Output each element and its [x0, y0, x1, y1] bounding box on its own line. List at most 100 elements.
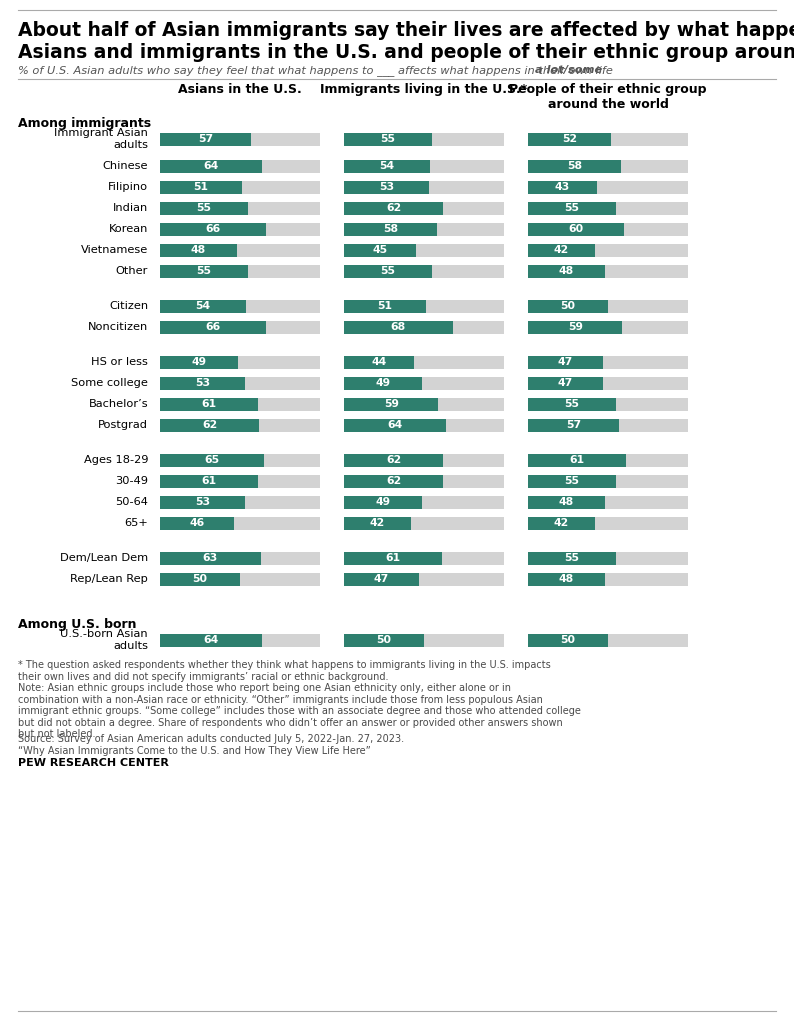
Bar	[160, 222, 266, 235]
Text: 61: 61	[201, 476, 216, 486]
Text: 55: 55	[196, 203, 211, 213]
Bar	[344, 398, 504, 410]
Bar	[160, 573, 240, 585]
Bar	[528, 356, 688, 368]
Bar	[528, 222, 624, 235]
Bar	[344, 376, 422, 390]
Bar	[160, 453, 320, 466]
Bar	[160, 356, 238, 368]
Text: Some college: Some college	[71, 379, 148, 388]
Text: Asians in the U.S.: Asians in the U.S.	[178, 83, 302, 96]
Bar	[528, 320, 622, 333]
Bar	[160, 300, 246, 312]
Text: 55: 55	[565, 399, 580, 409]
Bar	[160, 633, 320, 647]
Bar	[160, 133, 320, 145]
Text: 48: 48	[191, 244, 206, 255]
Text: % of U.S. Asian adults who say they feel that what happens to ___ affects what h: % of U.S. Asian adults who say they feel…	[18, 65, 616, 76]
Bar	[344, 243, 416, 257]
Bar	[344, 573, 419, 585]
Text: 53: 53	[195, 379, 210, 388]
Text: 49: 49	[376, 497, 391, 507]
Text: 61: 61	[385, 553, 400, 563]
Text: Vietnamese: Vietnamese	[81, 244, 148, 255]
Bar	[344, 633, 504, 647]
Bar	[344, 573, 504, 585]
Text: 55: 55	[565, 476, 580, 486]
Text: Postgrad: Postgrad	[98, 420, 148, 430]
Bar	[160, 160, 320, 173]
Bar	[344, 160, 430, 173]
Bar	[528, 376, 688, 390]
Text: 68: 68	[391, 322, 406, 332]
Bar	[344, 633, 424, 647]
Text: 42: 42	[370, 518, 385, 528]
Text: Among U.S. born: Among U.S. born	[18, 618, 137, 631]
Bar	[160, 398, 257, 410]
Bar	[528, 265, 605, 277]
Bar	[528, 551, 616, 565]
Bar	[344, 418, 504, 432]
Bar	[528, 398, 616, 410]
Bar	[344, 475, 443, 488]
Bar	[528, 573, 688, 585]
Bar	[160, 202, 320, 215]
Bar	[528, 495, 688, 508]
Text: 61: 61	[569, 455, 584, 465]
Text: 55: 55	[565, 203, 580, 213]
Text: * The question asked respondents whether they think what happens to immigrants l: * The question asked respondents whether…	[18, 660, 551, 681]
Text: 50: 50	[561, 301, 576, 311]
Text: Ages 18-29: Ages 18-29	[83, 455, 148, 465]
Text: Bachelor’s: Bachelor’s	[88, 399, 148, 409]
Text: 61: 61	[201, 399, 216, 409]
Bar	[160, 495, 320, 508]
Text: Immigrant Asian
adults: Immigrant Asian adults	[54, 128, 148, 149]
Text: 49: 49	[376, 379, 391, 388]
Bar	[344, 265, 432, 277]
Text: 62: 62	[386, 476, 401, 486]
Text: 42: 42	[554, 244, 569, 255]
Bar	[344, 160, 504, 173]
Bar	[528, 517, 688, 530]
Bar	[344, 320, 453, 333]
Bar	[528, 633, 688, 647]
Bar	[160, 222, 320, 235]
Bar	[528, 160, 621, 173]
Bar	[528, 202, 616, 215]
Text: 62: 62	[202, 420, 218, 430]
Text: 49: 49	[191, 357, 206, 367]
Bar	[528, 243, 688, 257]
Bar	[344, 418, 446, 432]
Text: 66: 66	[205, 224, 221, 234]
Text: 47: 47	[558, 357, 573, 367]
Bar	[160, 180, 320, 193]
Text: Asians and immigrants in the U.S. and people of their ethnic group around the wo: Asians and immigrants in the U.S. and pe…	[18, 43, 794, 62]
Bar	[528, 398, 688, 410]
Bar	[528, 133, 611, 145]
Text: Noncitizen: Noncitizen	[88, 322, 148, 332]
Text: 42: 42	[554, 518, 569, 528]
Text: 65: 65	[204, 455, 220, 465]
Bar	[528, 475, 616, 488]
Bar	[160, 573, 320, 585]
Text: 55: 55	[565, 553, 580, 563]
Bar	[344, 517, 504, 530]
Text: 50-64: 50-64	[115, 497, 148, 507]
Text: 60: 60	[569, 224, 584, 234]
Bar	[528, 517, 596, 530]
Bar	[160, 551, 320, 565]
Bar	[344, 453, 443, 466]
Text: 59: 59	[568, 322, 583, 332]
Bar	[344, 495, 504, 508]
Text: 44: 44	[372, 357, 387, 367]
Text: HS or less: HS or less	[91, 357, 148, 367]
Bar	[528, 475, 688, 488]
Text: 53: 53	[195, 497, 210, 507]
Bar	[160, 551, 260, 565]
Text: 51: 51	[193, 182, 208, 192]
Bar	[528, 243, 596, 257]
Bar	[344, 551, 504, 565]
Bar	[344, 180, 504, 193]
Bar	[528, 418, 619, 432]
Bar	[160, 398, 320, 410]
